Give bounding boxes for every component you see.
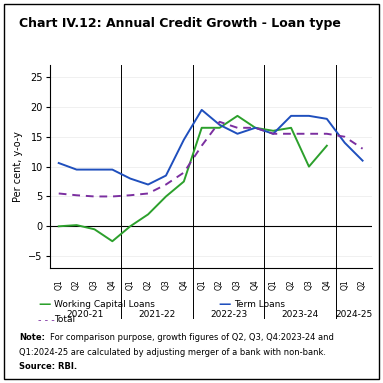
Text: Q2: Q2	[215, 280, 224, 290]
Text: 2021-22: 2021-22	[138, 310, 176, 319]
Text: Working Capital Loans: Working Capital Loans	[54, 300, 154, 309]
Text: —: —	[218, 298, 231, 311]
Text: Q1: Q1	[269, 280, 278, 290]
Text: Term Loans: Term Loans	[234, 300, 285, 309]
Text: Q3: Q3	[162, 280, 170, 290]
Text: Source: RBI.: Source: RBI.	[19, 362, 77, 371]
Text: Q1:2024-25 are calculated by adjusting merger of a bank with non-bank.: Q1:2024-25 are calculated by adjusting m…	[19, 348, 326, 357]
Text: Note:: Note:	[19, 333, 45, 342]
Text: Q1: Q1	[126, 280, 135, 290]
Text: For comparison purpose, growth figures of Q2, Q3, Q4:2023-24 and: For comparison purpose, growth figures o…	[50, 333, 334, 342]
Y-axis label: Per cent, y-o-y: Per cent, y-o-y	[13, 131, 23, 202]
Text: Chart IV.12: Annual Credit Growth - Loan type: Chart IV.12: Annual Credit Growth - Loan…	[19, 17, 341, 30]
Text: Q2: Q2	[286, 280, 296, 290]
Text: Q4: Q4	[251, 280, 260, 290]
Text: Q1: Q1	[340, 280, 349, 290]
Text: Q3: Q3	[233, 280, 242, 290]
Text: Q2: Q2	[144, 280, 152, 290]
Text: —: —	[38, 298, 51, 311]
Text: Q2: Q2	[358, 280, 367, 290]
Text: 2024-25: 2024-25	[335, 310, 372, 319]
Text: Q4: Q4	[179, 280, 188, 290]
Text: 2023-24: 2023-24	[282, 310, 319, 319]
Text: Q2: Q2	[72, 280, 81, 290]
Text: Q1: Q1	[54, 280, 63, 290]
Text: Total: Total	[54, 315, 75, 324]
Text: Q1: Q1	[197, 280, 206, 290]
Text: Q3: Q3	[90, 280, 99, 290]
Text: Q4: Q4	[322, 280, 331, 290]
Text: - - -: - - -	[38, 315, 55, 325]
Text: 2022-23: 2022-23	[210, 310, 247, 319]
Text: Q3: Q3	[304, 280, 313, 290]
Text: 2020-21: 2020-21	[67, 310, 104, 319]
Text: Q4: Q4	[108, 280, 117, 290]
